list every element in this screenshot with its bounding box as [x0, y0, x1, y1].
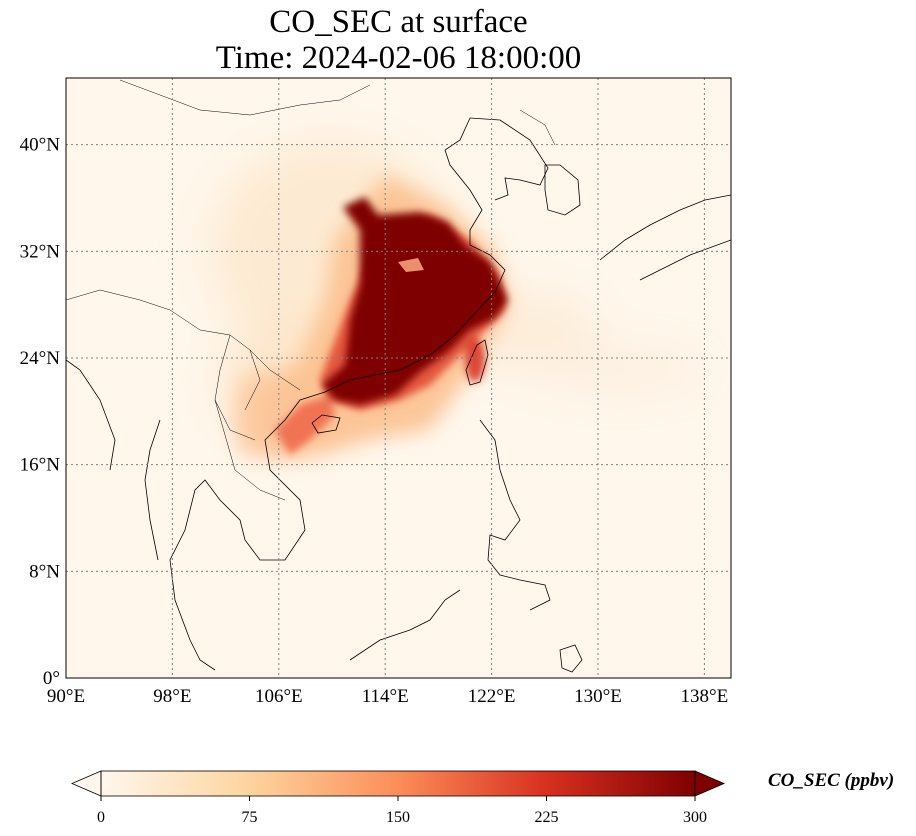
lon-tick-label: 114°E [362, 686, 409, 707]
lat-tick-label: 0° [43, 668, 60, 689]
colorbar-extend-min [70, 770, 102, 797]
colorbar-ticks: 0 75 150 225 300 [97, 796, 707, 826]
map-frame [65, 77, 732, 679]
lat-tick-label: 16°N [20, 455, 61, 476]
lat-tick-labels: 0° 8°N 16°N 24°N 32°N 40°N [20, 135, 61, 689]
lon-tick-label: 98°E [153, 686, 191, 707]
lat-tick-label: 8°N [29, 561, 60, 582]
co-plume-core [322, 197, 508, 405]
lat-tick-label: 40°N [20, 135, 61, 156]
colorbar-extend-max [694, 770, 726, 797]
colorbar: 0 75 150 225 300 [70, 770, 726, 826]
lat-tick-label: 24°N [20, 348, 61, 369]
lon-tick-label: 90°E [47, 686, 85, 707]
colorbar-label: CO_SEC (ppbv) [768, 770, 895, 791]
lat-tick-label: 32°N [20, 241, 61, 262]
coastlines [66, 117, 731, 673]
colorbar-tick-label: 300 [683, 809, 707, 826]
lon-tick-label: 138°E [681, 686, 729, 707]
lon-tick-label: 122°E [468, 686, 516, 707]
plot-title: CO_SEC at surface [269, 4, 528, 40]
colorbar-tick-label: 150 [386, 809, 410, 826]
gridlines [66, 78, 731, 678]
lon-tick-label: 130°E [574, 686, 622, 707]
colorbar-body [101, 771, 695, 796]
plot-time: Time: 2024-02-06 18:00:00 [215, 40, 582, 76]
lon-tick-labels: 90°E 98°E 106°E 114°E 122°E 130°E 138°E [47, 686, 728, 707]
country-borders [66, 79, 556, 501]
colorbar-tick-label: 0 [97, 809, 105, 826]
lon-tick-label: 106°E [255, 686, 303, 707]
map-panel [66, 78, 731, 678]
plume-low-patch [398, 258, 424, 272]
colorbar-tick-label: 225 [535, 809, 559, 826]
colorbar-tick-label: 75 [242, 809, 258, 826]
